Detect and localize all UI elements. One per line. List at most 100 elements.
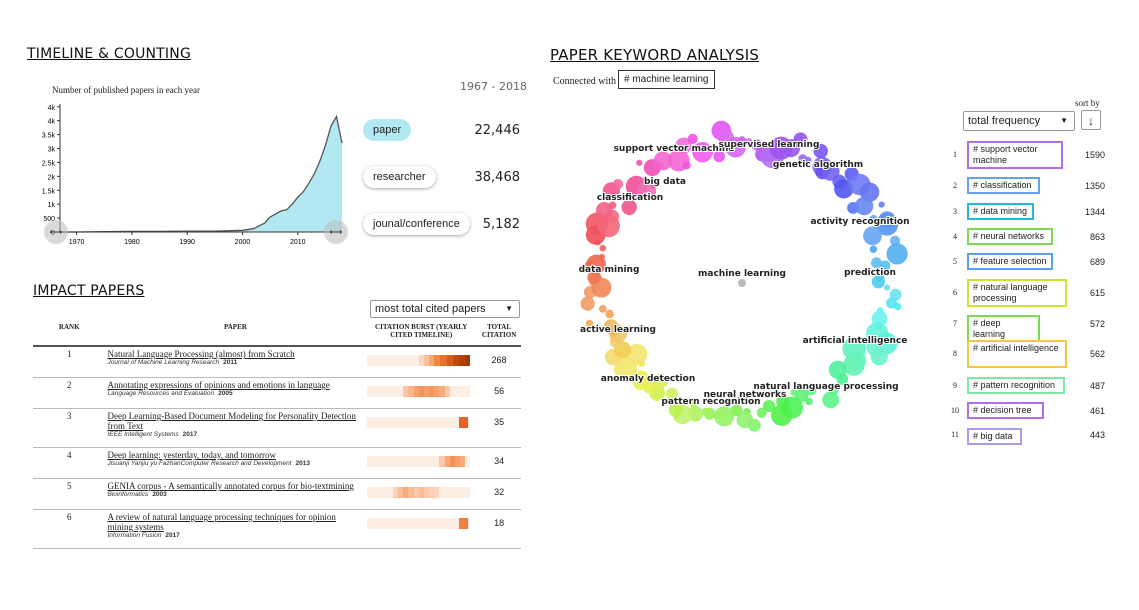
keyword-row[interactable]: 10 # decision tree 461 <box>950 402 1110 419</box>
burst-segment <box>449 456 455 467</box>
paper-title-link[interactable]: Deep Learning-Based Document Modeling fo… <box>107 411 356 431</box>
burst-segment <box>429 487 435 498</box>
keyword-tag[interactable]: # natural language processing <box>967 279 1067 307</box>
keyword-bubble[interactable] <box>893 302 902 311</box>
keyword-bubble[interactable] <box>804 383 817 396</box>
keyword-bubble[interactable] <box>776 395 790 408</box>
keyword-sort-select[interactable]: total frequency ▼ <box>963 111 1075 131</box>
keyword-row[interactable]: 8 # artificial intelligence 562 <box>950 340 1110 368</box>
keyword-row[interactable]: 6 # natural language processing 615 <box>950 279 1110 307</box>
keyword-bubble[interactable] <box>745 138 753 146</box>
impact-sort-select[interactable]: most total cited papers ▼ <box>370 300 520 318</box>
keyword-bubble[interactable] <box>701 407 710 416</box>
keyword-tag[interactable]: # big data <box>967 428 1022 445</box>
keyword-bubble[interactable] <box>596 202 613 219</box>
keyword-bubble[interactable] <box>880 260 891 271</box>
keyword-bubble[interactable] <box>713 150 725 163</box>
keyword-bubble[interactable] <box>675 137 692 154</box>
keyword-bubble[interactable] <box>804 156 812 165</box>
keyword-row[interactable]: 7 # deep learning 572 <box>950 315 1110 343</box>
paper-title-link[interactable]: Natural Language Processing (almost) fro… <box>107 349 295 359</box>
keyword-bubble[interactable] <box>762 400 776 413</box>
keyword-bubble[interactable] <box>605 309 614 319</box>
keyword-bubble[interactable] <box>603 319 619 335</box>
paper-title-link[interactable]: Annotating expressions of opinions and e… <box>107 380 330 390</box>
stat-pill-paper[interactable]: paper <box>363 119 412 141</box>
keyword-bubble[interactable] <box>871 257 882 269</box>
keyword-tag[interactable]: # support vector machine <box>967 141 1063 169</box>
keyword-bubble[interactable] <box>875 213 899 236</box>
keyword-bubble[interactable] <box>689 399 697 408</box>
keyword-bubble[interactable] <box>793 132 808 147</box>
burst-segment <box>434 487 440 498</box>
keyword-bubble[interactable] <box>878 201 885 208</box>
keyword-bubble[interactable] <box>621 199 637 215</box>
keyword-rank: 3 <box>953 207 957 216</box>
keyword-bubble[interactable] <box>653 151 673 171</box>
keyword-bubble[interactable] <box>599 253 605 260</box>
keyword-bubble[interactable] <box>725 136 746 158</box>
keyword-row[interactable]: 1 # support vector machine 1590 <box>950 141 1110 169</box>
stat-pill-journal[interactable]: jounal/conference <box>363 213 470 235</box>
keyword-bubble[interactable] <box>682 161 691 170</box>
keyword-bubble[interactable] <box>863 226 882 246</box>
keyword-bubble[interactable] <box>854 196 874 216</box>
keyword-bubble[interactable] <box>836 373 849 385</box>
citation-burst-bar <box>367 417 471 428</box>
keyword-tag[interactable]: # pattern recognition <box>967 377 1065 394</box>
keyword-tag[interactable]: # neural networks <box>967 228 1053 245</box>
keyword-bubble[interactable] <box>813 143 828 159</box>
keyword-bubble[interactable] <box>626 343 648 366</box>
keyword-bubble[interactable] <box>871 275 885 289</box>
keyword-bubble[interactable] <box>636 159 643 166</box>
keyword-bubble[interactable] <box>834 179 854 199</box>
stat-pill-researcher-label: researcher <box>373 171 426 183</box>
paper-title-link[interactable]: Deep learning: yesterday, today, and tom… <box>107 450 277 460</box>
keyword-bubble[interactable] <box>717 410 727 420</box>
keyword-bubble[interactable] <box>886 243 908 265</box>
keyword-tag[interactable]: # classification <box>967 177 1040 194</box>
keyword-bubble[interactable] <box>736 411 754 429</box>
keyword-bubble[interactable] <box>869 215 878 223</box>
keyword-bubble[interactable] <box>869 245 878 253</box>
x-tick-label: 1990 <box>179 239 195 246</box>
paper-title-link[interactable]: A review of natural language processing … <box>107 512 336 532</box>
keyword-bubble[interactable] <box>870 348 888 366</box>
keyword-bubble[interactable] <box>884 284 891 291</box>
keyword-bubble[interactable] <box>771 404 793 426</box>
keyword-row[interactable]: 11 # big data 443 <box>950 428 1110 445</box>
keyword-bubble[interactable] <box>701 146 714 158</box>
paper-title-link[interactable]: GENIA corpus - A semantically annotated … <box>107 481 354 491</box>
keyword-bubble[interactable] <box>756 407 767 418</box>
keyword-tag[interactable]: # deep learning <box>967 315 1040 343</box>
keyword-tag[interactable]: # data mining <box>967 203 1034 220</box>
keyword-tag[interactable]: # feature selection <box>967 253 1053 270</box>
keyword-row[interactable]: 9 # pattern recognition 487 <box>950 377 1110 394</box>
keyword-bubble[interactable] <box>599 244 607 252</box>
keyword-bubble[interactable] <box>668 403 683 418</box>
paper-venue: Language Resources and Evaluation <box>107 390 215 397</box>
keyword-row[interactable]: 4 # neural networks 863 <box>950 228 1110 245</box>
keyword-tag[interactable]: # decision tree <box>967 402 1044 419</box>
sort-direction-button[interactable]: ↓ <box>1081 110 1101 130</box>
bubble-keyword-label: neural networks <box>704 390 787 400</box>
stat-pill-researcher[interactable]: researcher <box>363 166 436 188</box>
keyword-bubble[interactable] <box>580 296 595 311</box>
keyword-row[interactable]: 2 # classification 1350 <box>950 177 1110 194</box>
keyword-tag[interactable]: # artificial intelligence <box>967 340 1067 368</box>
keyword-bubble[interactable] <box>598 305 607 313</box>
keyword-bubble[interactable] <box>585 319 594 328</box>
keyword-bubble[interactable] <box>805 397 813 406</box>
keyword-bubble[interactable] <box>687 133 698 144</box>
keyword-bubble[interactable] <box>650 181 657 189</box>
keyword-bubble[interactable] <box>634 370 649 385</box>
keyword-row[interactable]: 5 # feature selection 689 <box>950 253 1110 270</box>
keyword-rank: 5 <box>953 257 957 266</box>
keyword-bubble[interactable] <box>822 391 840 409</box>
keyword-bubble[interactable] <box>612 179 624 190</box>
keyword-row[interactable]: 3 # data mining 1344 <box>950 203 1110 220</box>
connected-tag[interactable]: # machine learning <box>618 70 715 89</box>
keyword-bubble[interactable] <box>790 388 798 396</box>
keyword-bubble[interactable] <box>665 387 678 400</box>
keyword-bubble[interactable] <box>608 201 617 210</box>
